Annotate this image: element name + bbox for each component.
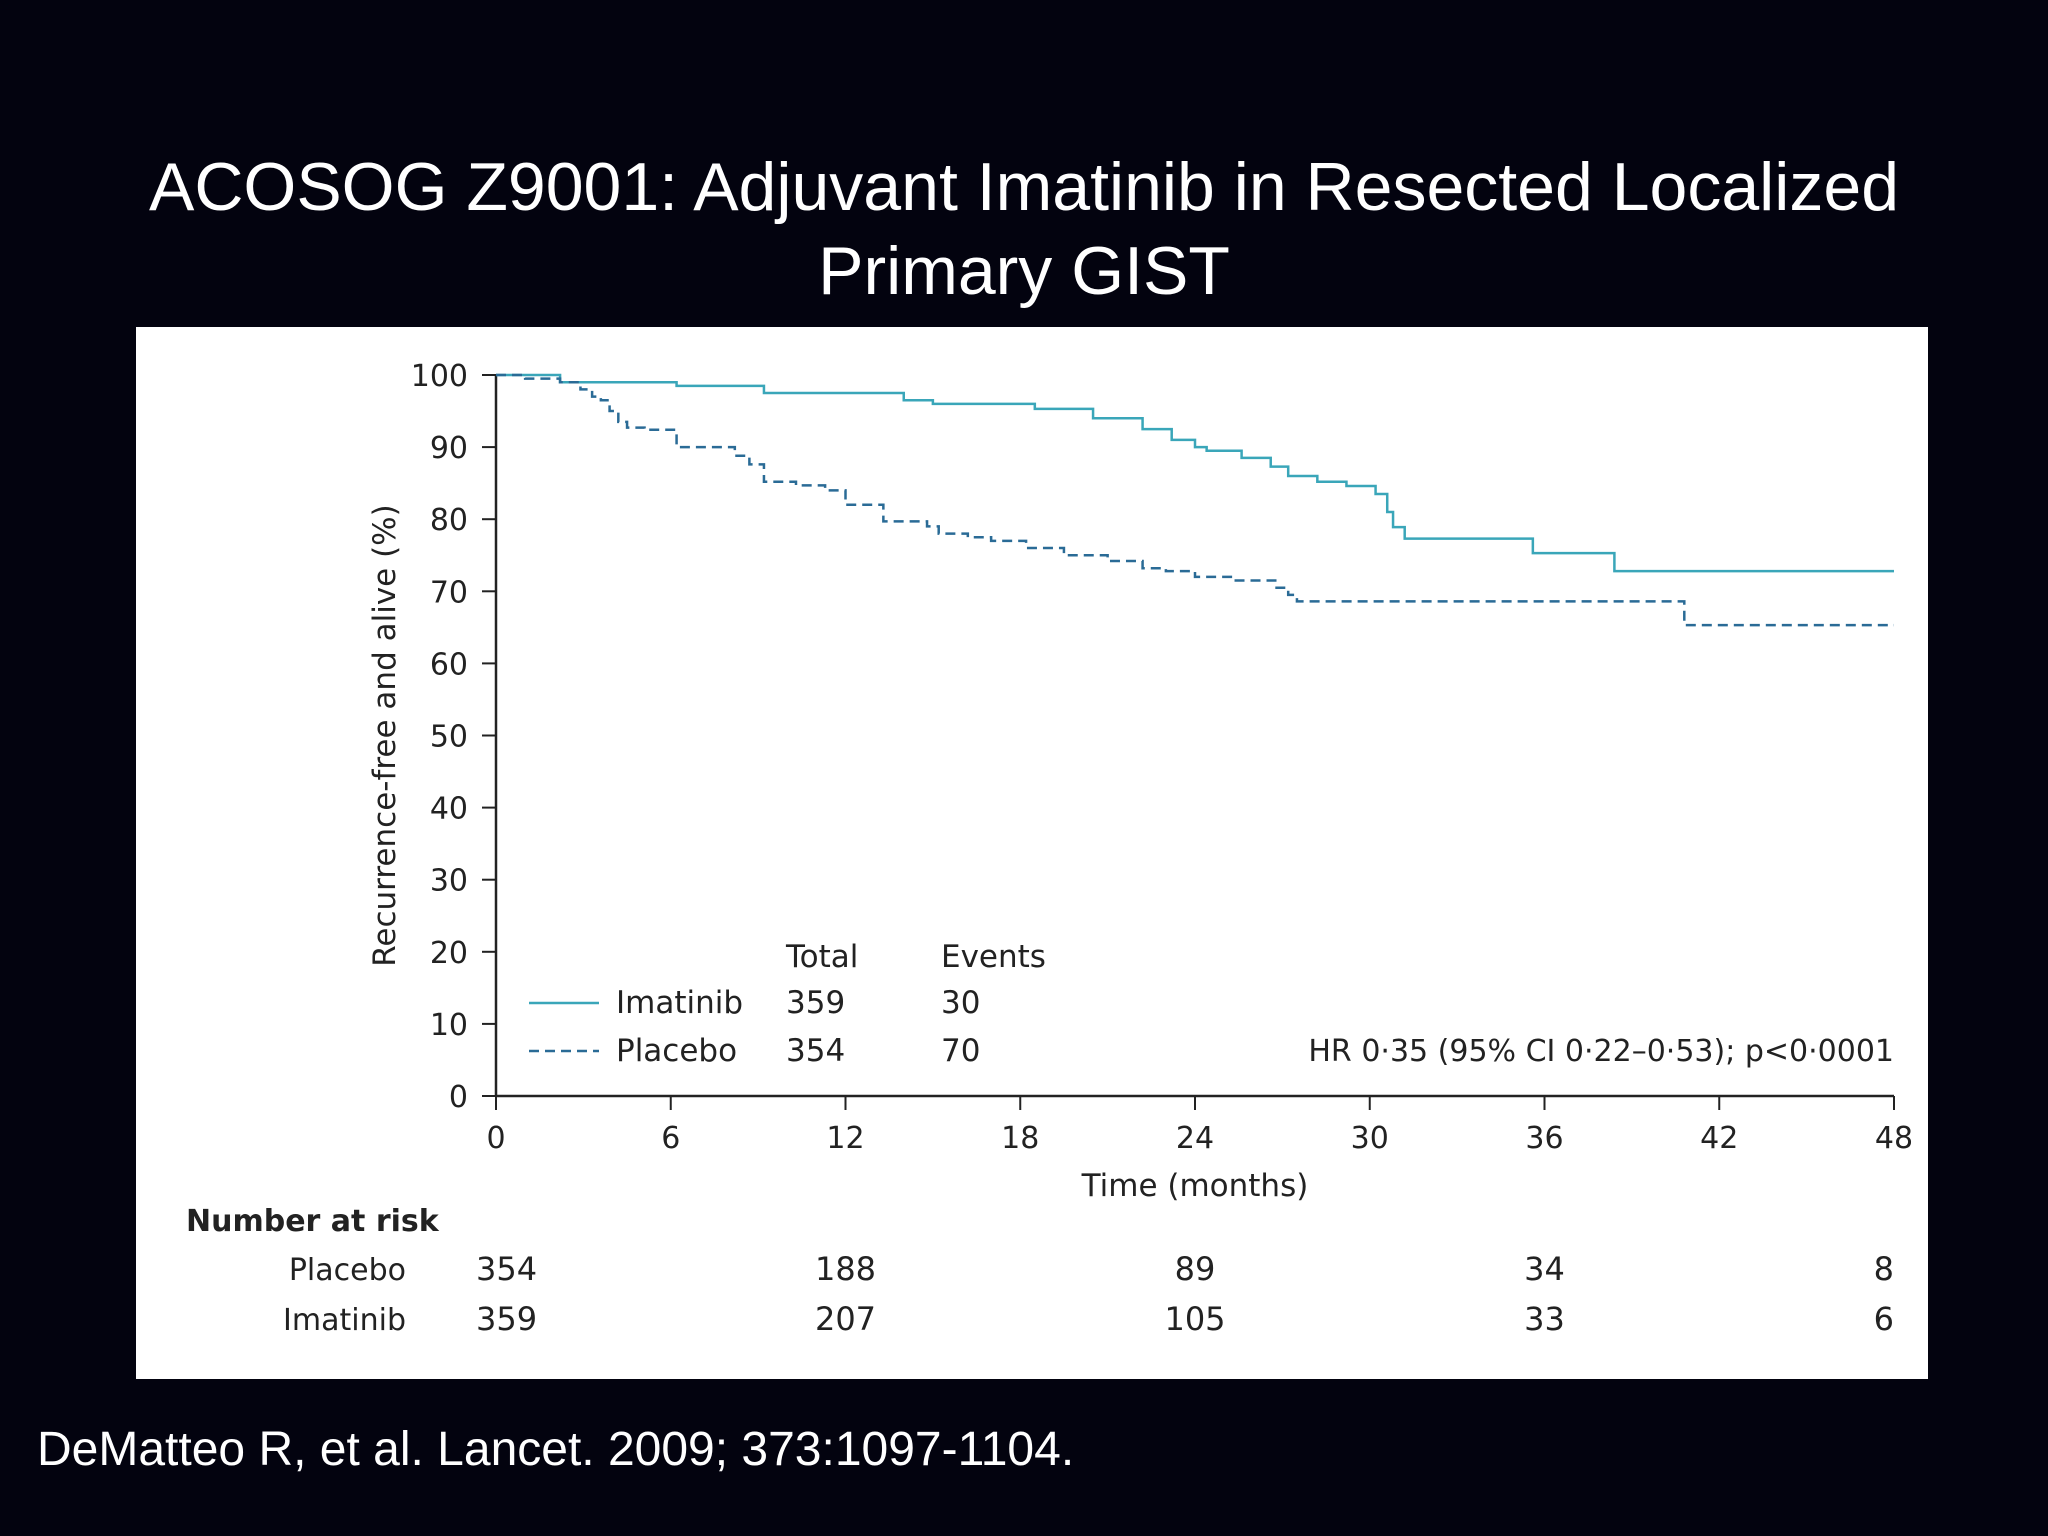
y-tick-label: 100 xyxy=(411,359,468,394)
legend-events-placebo: 70 xyxy=(941,1033,980,1069)
y-tick-label: 70 xyxy=(430,575,468,610)
curve-placebo xyxy=(496,373,1894,627)
km-chart: 0 10 20 30 40 50 60 70 80 90 100 0 6 12 18 24 30 36 42 48 Ti… xyxy=(186,359,1913,1338)
risk-value: 188 xyxy=(815,1250,876,1288)
legend-name-imatinib: Imatinib xyxy=(616,985,743,1021)
legend-header-events: Events xyxy=(941,939,1046,975)
x-tick-label: 36 xyxy=(1525,1121,1563,1156)
risk-value: 89 xyxy=(1175,1250,1216,1288)
x-tick-label: 42 xyxy=(1700,1121,1738,1156)
legend-name-placebo: Placebo xyxy=(616,1033,737,1069)
x-tick-label: 12 xyxy=(826,1121,864,1156)
risk-table-title: Number at risk xyxy=(186,1204,440,1239)
legend-header-total: Total xyxy=(785,939,858,975)
y-tick-label: 20 xyxy=(430,936,468,971)
legend: Total Events Imatinib 359 30 Placebo 354 70 HR 0… xyxy=(529,939,1894,1069)
risk-value: 105 xyxy=(1164,1300,1225,1338)
hazard-ratio-annotation: HR 0·35 (95% CI 0·22–0·53); p<0·0001 xyxy=(1308,1034,1894,1069)
risk-value: 34 xyxy=(1524,1250,1565,1288)
slide-title-line-1: ACOSOG Z9001: Adjuvant Imatinib in Resec… xyxy=(148,149,1900,225)
x-tick-label: 24 xyxy=(1176,1121,1214,1156)
risk-row-label: Imatinib xyxy=(283,1303,406,1338)
legend-total-placebo: 354 xyxy=(786,1033,845,1069)
legend-events-imatinib: 30 xyxy=(941,985,980,1021)
risk-value: 33 xyxy=(1524,1300,1565,1338)
y-tick-label: 90 xyxy=(430,431,468,466)
y-tick-label: 60 xyxy=(430,647,468,682)
y-tick-label: 50 xyxy=(430,720,468,755)
legend-total-imatinib: 359 xyxy=(786,985,845,1021)
risk-value: 354 xyxy=(476,1250,537,1288)
curve-imatinib xyxy=(496,373,1894,573)
risk-value: 8 xyxy=(1874,1250,1894,1288)
x-tick-label: 0 xyxy=(486,1121,505,1156)
y-tick-label: 0 xyxy=(449,1080,468,1115)
slide-title: ACOSOG Z9001: Adjuvant Imatinib in Resec… xyxy=(0,145,2048,313)
x-tick-label: 30 xyxy=(1351,1121,1389,1156)
y-axis-label: Recurrence-free and alive (%) xyxy=(367,504,403,967)
risk-value: 6 xyxy=(1874,1300,1894,1338)
slide-title-line-2: Primary GIST xyxy=(818,233,1230,309)
x-tick-label: 6 xyxy=(661,1121,680,1156)
x-tick-label: 18 xyxy=(1001,1121,1039,1156)
figure-panel: 0 10 20 30 40 50 60 70 80 90 100 0 6 12 18 24 30 36 42 48 Ti… xyxy=(136,327,1928,1379)
citation: DeMatteo R, et al. Lancet. 2009; 373:109… xyxy=(37,1423,1075,1476)
y-tick-label: 40 xyxy=(430,792,468,827)
curves xyxy=(496,373,1894,627)
x-axis-label: Time (months) xyxy=(1081,1168,1309,1204)
x-tick-label: 48 xyxy=(1875,1121,1913,1156)
risk-value: 359 xyxy=(476,1300,537,1338)
number-at-risk-table: Number at risk Placebo 354 188 89 34 8 Imatinib… xyxy=(186,1204,1894,1338)
y-tick-label: 10 xyxy=(430,1008,468,1043)
risk-value: 207 xyxy=(815,1300,876,1338)
axes: 0 10 20 30 40 50 60 70 80 90 100 0 6 12 18 24 30 36 42 48 Ti… xyxy=(367,359,1913,1204)
y-tick-label: 30 xyxy=(430,864,468,899)
y-tick-label: 80 xyxy=(430,503,468,538)
risk-row-label: Placebo xyxy=(289,1253,406,1288)
